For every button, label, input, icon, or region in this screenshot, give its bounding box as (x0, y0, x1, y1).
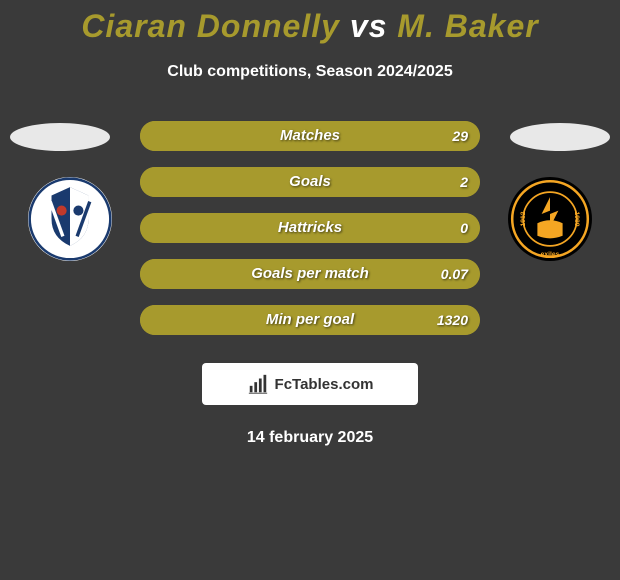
vs-text: vs (350, 8, 388, 44)
stat-label: Matches (140, 121, 480, 151)
player2-name: M. Baker (397, 8, 538, 44)
stat-label: Min per goal (140, 305, 480, 335)
date-text: 14 february 2025 (0, 429, 620, 447)
svg-text:1989: 1989 (573, 212, 580, 227)
comparison-title: Ciaran Donnelly vs M. Baker (0, 8, 620, 45)
player1-name: Ciaran Donnelly (81, 8, 340, 44)
svg-text:1912: 1912 (520, 211, 527, 226)
player2-club-badge: exiles 1912 1989 (508, 177, 592, 261)
stat-label: Hattricks (140, 213, 480, 243)
stat-row: 0Hattricks (140, 213, 480, 243)
stat-row: 29Matches (140, 121, 480, 151)
subtitle: Club competitions, Season 2024/2025 (0, 63, 620, 81)
stat-row: 1320Min per goal (140, 305, 480, 335)
newport-county-crest-icon: exiles 1912 1989 (508, 177, 592, 261)
stat-label: Goals per match (140, 259, 480, 289)
player2-profile-oval (510, 123, 610, 151)
svg-text:exiles: exiles (541, 251, 560, 258)
stat-row: 0.07Goals per match (140, 259, 480, 289)
player1-profile-oval (10, 123, 110, 151)
attribution-badge[interactable]: FcTables.com (202, 363, 418, 405)
stat-bars: 29Matches 2Goals 0Hattricks 0.07Goals per m… (140, 121, 480, 351)
stats-area: exiles 1912 1989 29Matches 2Goals 0Hattric… (0, 121, 620, 351)
barrow-afc-crest-icon (28, 177, 112, 261)
stat-label: Goals (140, 167, 480, 197)
player1-club-badge (28, 177, 112, 261)
chart-icon (247, 373, 269, 395)
stat-row: 2Goals (140, 167, 480, 197)
attribution-text: FcTables.com (275, 376, 374, 393)
